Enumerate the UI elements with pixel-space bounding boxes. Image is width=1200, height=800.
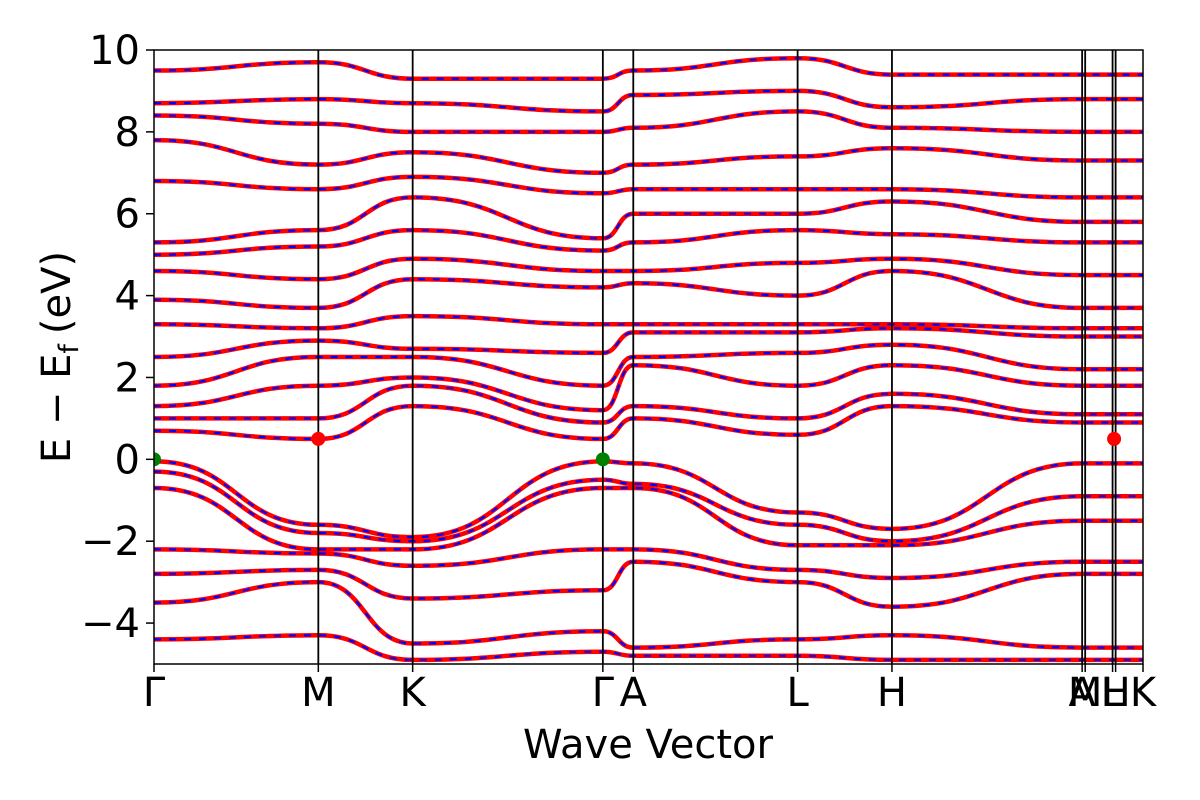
band-5: [154, 579, 1143, 650]
x-tick-label: K: [1130, 670, 1158, 716]
y-axis-title: E − Ef (eV): [34, 251, 85, 463]
x-tick-label: H: [1101, 670, 1131, 716]
y-tick-label: 10: [89, 28, 140, 74]
band-line-blue-dashed: [154, 470, 1143, 543]
y-tick-label: −2: [81, 519, 140, 565]
y-axis-title-unit: (eV): [34, 251, 80, 334]
band-line-blue-dashed: [154, 327, 1143, 359]
x-tick-label: L: [1101, 670, 1124, 716]
y-axis-ticks: −4 −2 0 2 4 6 8 10: [81, 28, 154, 647]
band-line-blue-dashed: [154, 486, 1143, 551]
high-symmetry-lines: [317, 50, 1117, 664]
x-axis-title: Wave Vector: [523, 722, 774, 768]
x-tick-label: K: [400, 670, 428, 716]
x-tick-label: M: [301, 670, 336, 716]
y-tick-label: 4: [115, 274, 140, 320]
x-tick-label: A: [620, 670, 648, 716]
cbm-marker: [311, 431, 326, 446]
x-tick-label: L: [786, 670, 809, 716]
x-tick-label: M: [1068, 670, 1103, 716]
extrema-markers: [154, 431, 1122, 467]
plot-frame: [153, 49, 1144, 665]
y-tick-label: 8: [115, 110, 140, 156]
y-tick-label: −4: [81, 601, 140, 647]
y-tick-label: 6: [115, 192, 140, 238]
vbm-marker: [154, 452, 161, 467]
band-line-blue-dashed: [154, 580, 1143, 649]
x-tick-label: Γ: [143, 670, 166, 716]
band-line-blue-dashed: [154, 196, 1143, 244]
y-tick-label: 0: [115, 437, 140, 483]
vbm-marker: [595, 452, 610, 467]
x-tick-label: Γ: [592, 670, 615, 716]
y-axis-title-subscript: f: [54, 343, 85, 354]
x-tick-label: H: [877, 670, 907, 716]
y-tick-label: 2: [115, 355, 140, 401]
y-axis-title-main: E − E: [34, 354, 80, 464]
x-tick-label: A: [1068, 670, 1096, 716]
cbm-marker: [1107, 431, 1122, 446]
band-16: [154, 195, 1143, 245]
